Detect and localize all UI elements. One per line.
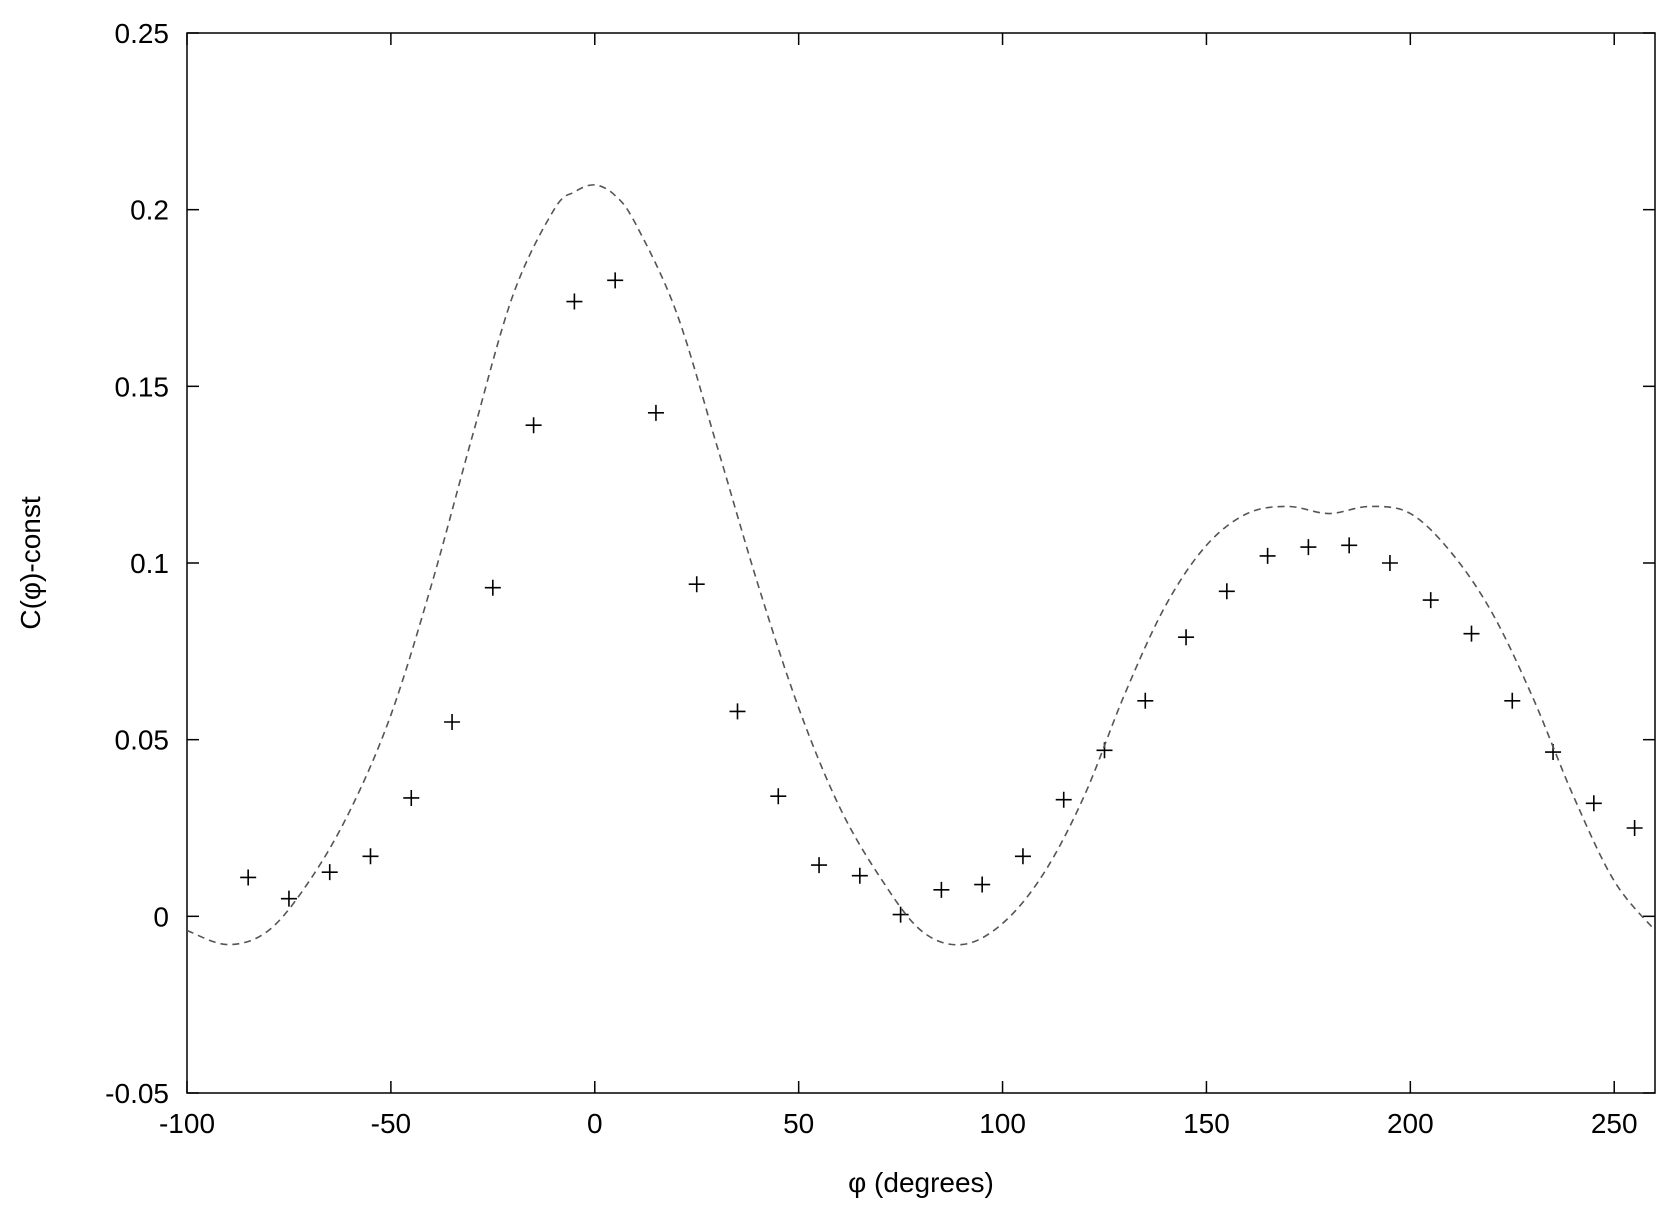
data-point — [403, 789, 420, 806]
data-point — [647, 404, 664, 421]
x-tick-label: 150 — [1183, 1108, 1230, 1139]
data-point — [1178, 629, 1195, 646]
data-point — [1341, 537, 1358, 554]
data-point — [1381, 555, 1398, 571]
data-point — [1300, 539, 1317, 556]
data-point — [444, 714, 461, 730]
y-tick-label: 0.05 — [115, 725, 170, 756]
y-tick-label: -0.05 — [105, 1078, 169, 1109]
data-point — [688, 576, 705, 593]
data-point — [892, 906, 909, 923]
data-point — [321, 864, 338, 881]
data-point — [1626, 820, 1643, 836]
y-tick-label: 0.15 — [115, 371, 170, 402]
data-point — [1218, 583, 1235, 600]
data-point — [1259, 547, 1276, 564]
data-point — [974, 876, 991, 893]
plot-frame — [186, 32, 1656, 1094]
y-tick-label: 0 — [153, 901, 169, 932]
data-point — [811, 857, 828, 874]
data-point — [1137, 692, 1154, 709]
data-point — [1504, 692, 1521, 709]
y-tick-label: 0.1 — [130, 548, 169, 579]
data-point — [362, 848, 379, 865]
x-tick-label: 200 — [1387, 1108, 1434, 1139]
data-point — [607, 272, 624, 289]
x-tick-label: 50 — [783, 1108, 814, 1139]
data-point — [484, 579, 501, 596]
y-tick-label: 0.25 — [115, 18, 170, 49]
x-tick-label: 0 — [587, 1108, 603, 1139]
data-point — [1055, 791, 1072, 808]
data-point — [1014, 848, 1031, 865]
data-point — [933, 881, 950, 898]
data-point — [1463, 625, 1480, 642]
x-tick-label: -100 — [159, 1108, 215, 1139]
x-axis-title: φ (degrees) — [848, 1167, 994, 1198]
x-tick-label: 100 — [979, 1108, 1026, 1139]
x-tick-label: 250 — [1591, 1108, 1638, 1139]
data-point — [566, 293, 583, 310]
data-point — [240, 869, 257, 886]
data-point — [729, 703, 746, 720]
x-tick-label: -50 — [371, 1108, 411, 1139]
data-point — [1585, 795, 1602, 812]
data-point — [525, 417, 542, 434]
data-point — [280, 890, 297, 907]
y-tick-label: 0.2 — [130, 195, 169, 226]
data-point — [1422, 592, 1439, 609]
y-axis-title: C(φ)-const — [15, 496, 46, 629]
data-point — [851, 867, 868, 884]
fit-curve — [186, 184, 1656, 946]
data-point — [770, 788, 787, 805]
